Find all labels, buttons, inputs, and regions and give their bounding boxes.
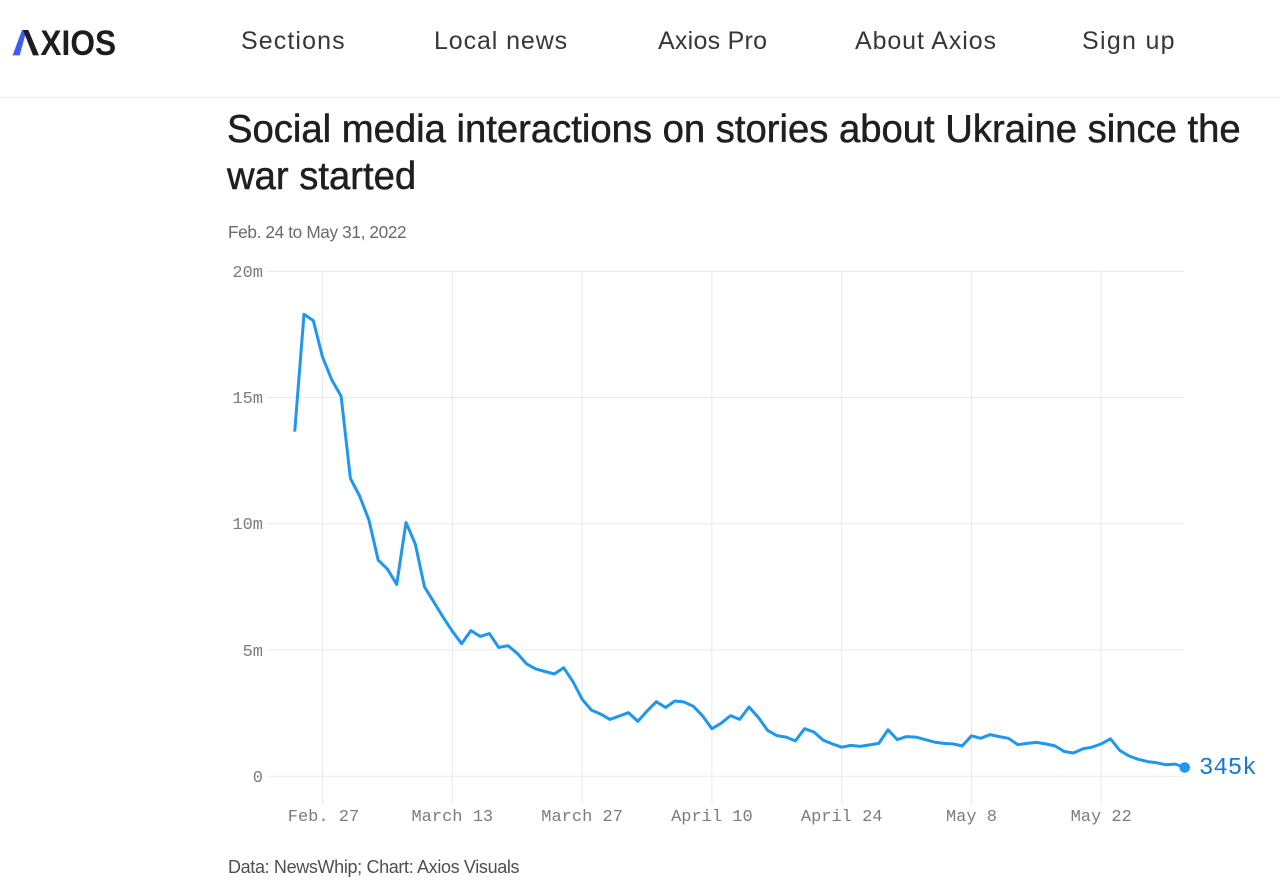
svg-text:May 22: May 22 [1071,808,1132,827]
svg-text:5m: 5m [243,643,263,662]
svg-text:March 13: March 13 [411,808,493,827]
svg-text:15m: 15m [232,390,263,409]
svg-text:XIOS: XIOS [40,30,116,56]
svg-text:Feb. 27: Feb. 27 [288,808,359,827]
svg-text:April 10: April 10 [671,808,753,827]
svg-text:0: 0 [253,769,263,788]
svg-text:10m: 10m [232,516,263,535]
svg-text:May 8: May 8 [946,808,997,827]
svg-text:April 24: April 24 [801,808,883,827]
svg-text:345k: 345k [1199,755,1257,782]
svg-text:20m: 20m [232,264,263,283]
svg-text:March 27: March 27 [541,808,623,827]
